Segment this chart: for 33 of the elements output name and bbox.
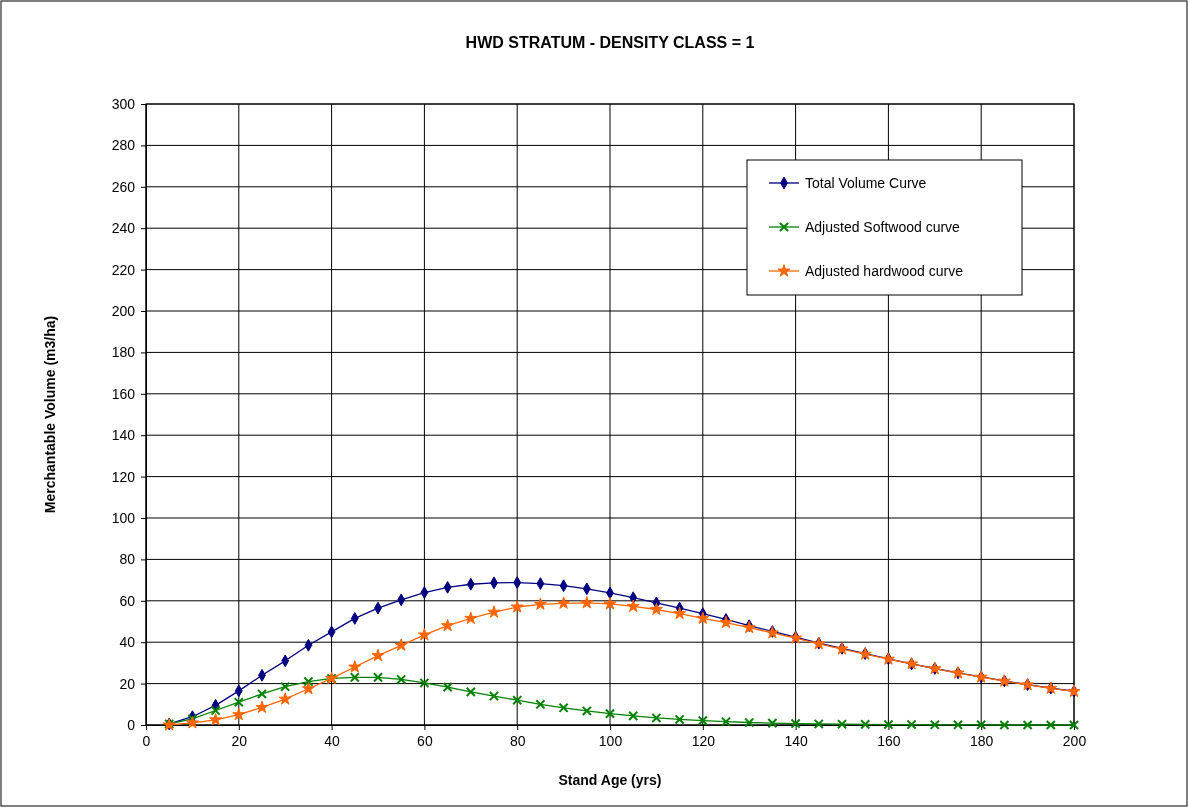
x-tick-label: 140 xyxy=(784,732,808,749)
y-tick-label: 80 xyxy=(119,551,136,568)
x-tick-label: 40 xyxy=(324,732,341,749)
y-tick-label: 40 xyxy=(119,634,136,651)
y-tick-label: 160 xyxy=(111,385,136,402)
x-tick-label: 60 xyxy=(417,732,433,749)
x-tick-label: 180 xyxy=(970,732,994,749)
y-tick-label: 140 xyxy=(111,427,136,444)
y-tick-label: 100 xyxy=(111,509,136,526)
y-tick-label: 300 xyxy=(111,95,136,112)
x-tick-label: 20 xyxy=(231,732,248,749)
chart-title: HWD STRATUM - DENSITY CLASS = 1 xyxy=(465,34,755,51)
legend-label: Adjusted hardwood curve xyxy=(805,263,964,279)
y-tick-label: 220 xyxy=(111,261,136,278)
y-tick-label: 200 xyxy=(111,302,136,319)
y-tick-label: 280 xyxy=(111,137,136,154)
y-tick-label: 240 xyxy=(111,220,136,237)
y-tick-label: 180 xyxy=(111,344,136,361)
x-tick-label: 160 xyxy=(877,732,901,749)
x-tick-label: 100 xyxy=(598,732,623,749)
x-tick-label: 120 xyxy=(691,732,716,749)
x-tick-label: 200 xyxy=(1062,732,1087,749)
legend-label: Total Volume Curve xyxy=(805,175,927,191)
x-tick-label: 0 xyxy=(142,732,151,749)
y-tick-label: 0 xyxy=(127,716,136,733)
y-tick-label: 120 xyxy=(111,468,136,485)
x-axis-title: Stand Age (yrs) xyxy=(558,772,662,788)
y-axis-title: Merchantable Volume (m3/ha) xyxy=(42,315,58,514)
y-tick-label: 60 xyxy=(119,592,136,609)
y-tick-label: 20 xyxy=(119,675,136,692)
y-tick-label: 260 xyxy=(111,178,136,195)
x-tick-label: 80 xyxy=(509,732,526,749)
legend-label: Adjusted Softwood curve xyxy=(805,219,961,235)
